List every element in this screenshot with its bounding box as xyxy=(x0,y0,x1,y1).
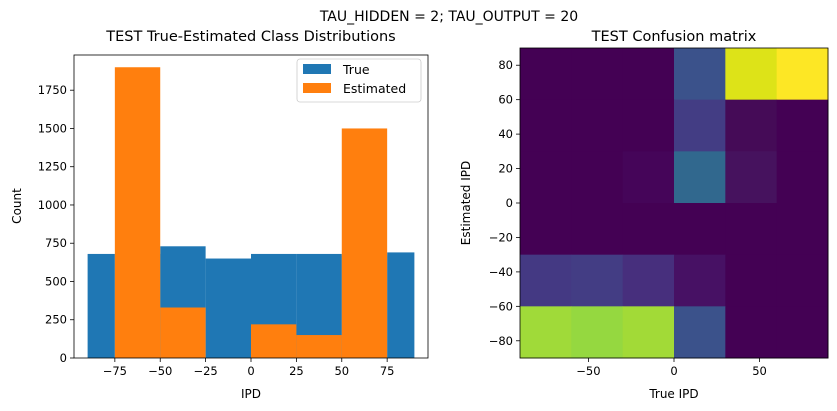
matrix-cell xyxy=(520,48,572,101)
matrix-cell xyxy=(674,306,726,359)
matrix-cell xyxy=(622,151,675,204)
matrix-cell xyxy=(674,203,726,256)
histogram-chart: TEST True-Estimated Class Distributions … xyxy=(10,29,429,401)
x-tick-label: −50 xyxy=(576,364,600,378)
legend-label-estimated: Estimated xyxy=(343,81,406,96)
legend-swatch-true xyxy=(303,64,331,74)
histogram-legend: True Estimated xyxy=(296,58,422,103)
estimated-bar xyxy=(296,335,342,358)
y-tick-label: 500 xyxy=(45,274,67,288)
y-tick-label: −80 xyxy=(489,334,513,348)
matrix-cell xyxy=(776,306,829,359)
histogram-title: TEST True-Estimated Class Distributions xyxy=(105,29,395,45)
y-tick-label: 20 xyxy=(498,162,513,176)
matrix-cell xyxy=(725,254,778,307)
y-tick-label: 80 xyxy=(498,58,513,72)
matrix-cell xyxy=(725,306,778,359)
x-tick-label: −75 xyxy=(103,364,127,378)
y-tick-label: −40 xyxy=(489,265,513,279)
x-tick-label: 50 xyxy=(752,364,767,378)
estimated-bar xyxy=(251,324,297,358)
matrix-cell xyxy=(571,151,624,204)
estimated-bar xyxy=(341,128,388,358)
y-tick-label: 1250 xyxy=(38,160,67,174)
true-bar xyxy=(205,258,251,358)
matrix-cell xyxy=(725,99,778,152)
confusion-matrix-y-label: Estimated IPD xyxy=(459,161,473,245)
confusion-matrix-title: TEST Confusion matrix xyxy=(591,29,757,45)
matrix-cell xyxy=(520,99,572,152)
matrix-cell xyxy=(776,151,829,204)
matrix-cell xyxy=(622,306,675,359)
matrix-cell xyxy=(571,48,624,101)
estimated-bar xyxy=(160,307,206,358)
matrix-cell xyxy=(520,203,572,256)
matrix-cell xyxy=(571,306,624,359)
x-tick-label: −50 xyxy=(148,364,172,378)
matrix-cell xyxy=(571,254,624,307)
matrix-cell xyxy=(520,306,572,359)
y-tick-label: 250 xyxy=(45,313,67,327)
y-tick-label: 0 xyxy=(60,351,67,365)
matrix-cell xyxy=(725,203,778,256)
matrix-cell xyxy=(725,48,778,101)
matrix-cell xyxy=(622,99,675,152)
x-tick-label: 25 xyxy=(289,364,304,378)
y-tick-label: 1750 xyxy=(38,83,67,97)
matrix-cell xyxy=(674,99,726,152)
confusion-matrix-y-ticks: −80 −60 −40 −20 0 20 40 60 80 xyxy=(489,58,520,348)
estimated-series xyxy=(114,67,388,358)
legend-swatch-estimated xyxy=(303,83,331,93)
matrix-cell xyxy=(776,48,829,101)
matrix-cell xyxy=(571,99,624,152)
x-tick-label: 50 xyxy=(334,364,349,378)
confusion-matrix-chart: TEST Confusion matrix −50 0 50 −80 −60 −40 −2… xyxy=(459,29,829,401)
x-tick-label: 75 xyxy=(380,364,395,378)
matrix-cell xyxy=(776,99,829,152)
matrix-cell xyxy=(520,254,572,307)
y-tick-label: −60 xyxy=(489,299,513,313)
histogram-y-label: Count xyxy=(10,188,24,224)
matrix-cell xyxy=(622,254,675,307)
matrix-cell xyxy=(622,48,675,101)
confusion-matrix-cells xyxy=(520,48,829,359)
confusion-matrix-x-ticks: −50 0 50 xyxy=(576,358,767,378)
y-tick-label: −20 xyxy=(489,230,513,244)
figure-suptitle: TAU_HIDDEN = 2; TAU_OUTPUT = 20 xyxy=(319,9,578,25)
matrix-cell xyxy=(571,203,624,256)
true-bar xyxy=(387,252,415,358)
y-tick-label: 1000 xyxy=(38,198,67,212)
x-tick-label: 0 xyxy=(670,364,677,378)
matrix-cell xyxy=(622,203,675,256)
histogram-x-ticks: −75 −50 −25 0 25 50 75 xyxy=(103,358,395,378)
true-bar xyxy=(87,253,115,358)
histogram-x-label: IPD xyxy=(241,387,261,401)
matrix-cell xyxy=(674,254,726,307)
matrix-cell xyxy=(776,203,829,256)
matrix-cell xyxy=(725,151,778,204)
x-tick-label: −25 xyxy=(193,364,217,378)
y-tick-label: 0 xyxy=(506,196,513,210)
matrix-cell xyxy=(520,151,572,204)
histogram-y-ticks: 0 250 500 750 1000 1250 1500 1750 xyxy=(38,83,74,365)
confusion-matrix-x-label: True IPD xyxy=(648,387,698,401)
x-tick-label: 0 xyxy=(247,364,254,378)
matrix-cell xyxy=(674,48,726,101)
y-tick-label: 1500 xyxy=(38,121,67,135)
y-tick-label: 60 xyxy=(498,93,513,107)
estimated-bar xyxy=(114,67,161,358)
matrix-cell xyxy=(674,151,726,204)
y-tick-label: 40 xyxy=(498,127,513,141)
legend-label-true: True xyxy=(342,62,370,77)
y-tick-label: 750 xyxy=(45,236,67,250)
matrix-cell xyxy=(776,254,829,307)
